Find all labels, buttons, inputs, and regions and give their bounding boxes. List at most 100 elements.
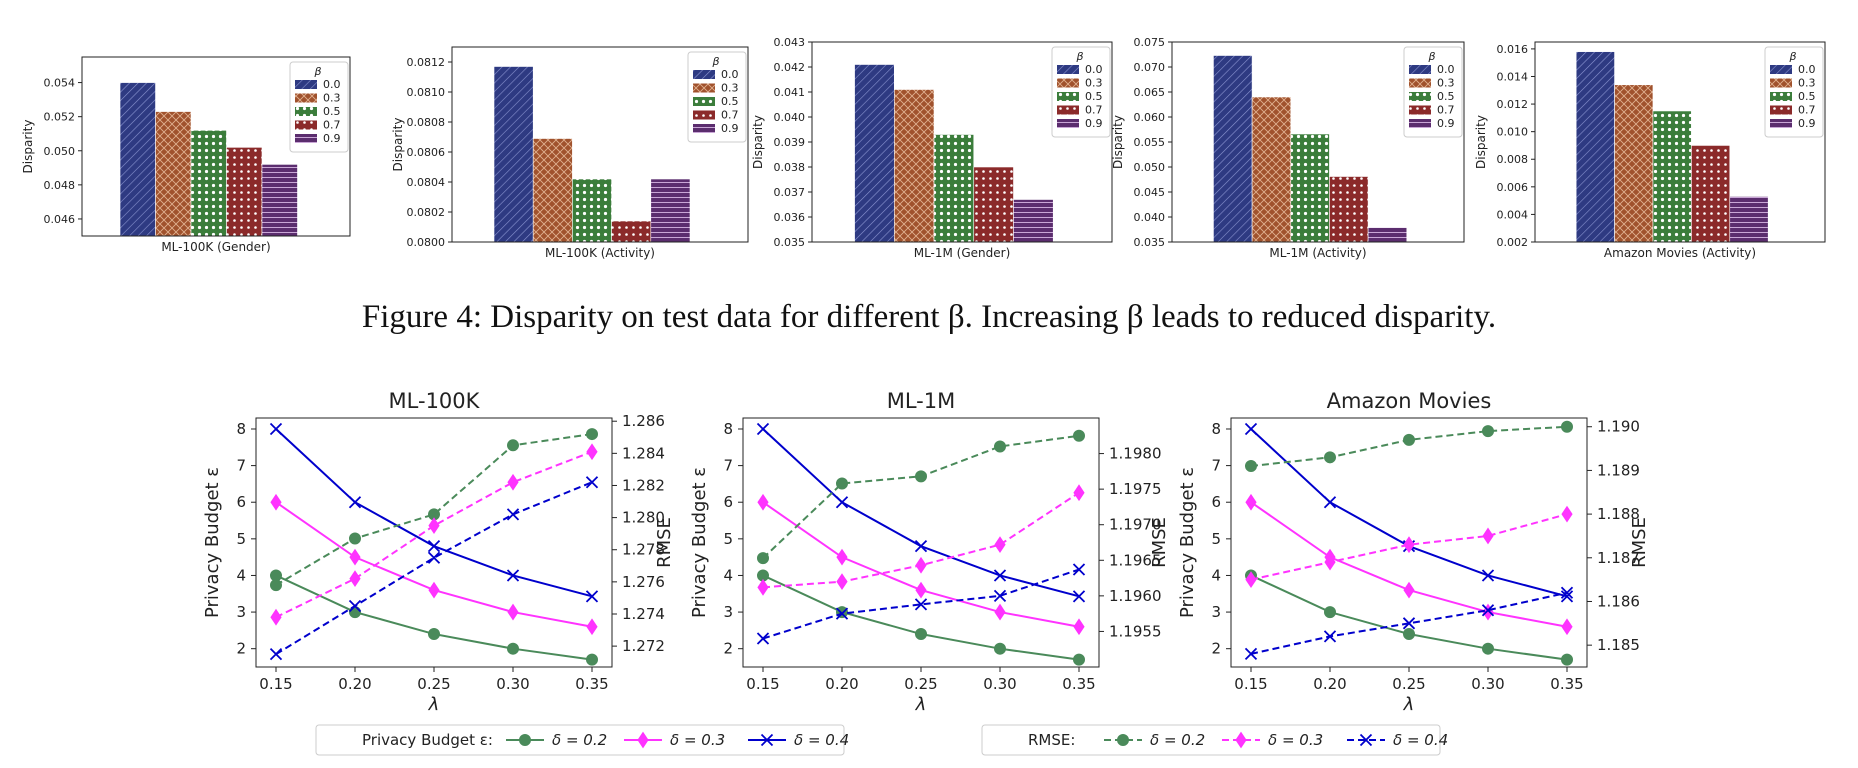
y-tick-label: 0.070 (1134, 61, 1166, 74)
legend-label: 0.5 (1798, 90, 1816, 103)
data-point (1324, 553, 1336, 571)
data-point (1402, 617, 1416, 630)
data-point (507, 473, 519, 491)
series-privacy-delta-0.4 (1244, 422, 1574, 603)
bar-beta-0.9 (1367, 227, 1408, 243)
legend-label: δ = 0.4 (794, 731, 849, 749)
legend-title: β (313, 65, 321, 78)
legend-marker (1117, 734, 1129, 746)
series-rmse-delta-0.4 (756, 563, 1086, 645)
data-point (1561, 653, 1573, 666)
y2-axis-label: RMSE (1149, 517, 1170, 568)
bar-chart-3: 0.035 0.036 0.037 0.038 0.039 0.040 0.041 0.042… (751, 36, 1113, 260)
data-point (756, 422, 770, 436)
y-tick-label: 0.050 (1134, 161, 1166, 174)
data-point (1403, 433, 1415, 446)
y-axis-label: Disparity (21, 120, 35, 174)
y-tick-label: 6 (236, 493, 246, 511)
legend-label: 0.5 (1085, 90, 1103, 103)
legend-label: 0.3 (323, 92, 341, 105)
y-tick-label: 0.012 (1497, 98, 1529, 111)
data-point (757, 493, 769, 511)
y-tick-label: 0.008 (1497, 153, 1529, 166)
y-axis-label: Disparity (391, 118, 405, 172)
data-point (1245, 571, 1257, 589)
bar-beta-0.7 (1691, 145, 1731, 243)
data-point (1561, 618, 1573, 636)
y2-tick-label: 1.185 (1597, 636, 1640, 654)
legend-swatch (295, 120, 317, 130)
data-point (349, 570, 361, 588)
bar-beta-0.0 (854, 64, 895, 243)
legend-label: 0.5 (1437, 90, 1455, 103)
series-line (275, 450, 593, 619)
data-point (993, 569, 1007, 582)
y2-tick-label: 1.1960 (1109, 587, 1162, 605)
y2-tick-label: 1.274 (622, 605, 665, 623)
y2-tick-label: 1.190 (1597, 418, 1640, 436)
series-rmse-delta-0.2 (270, 428, 598, 592)
legend-label: 0.9 (1798, 117, 1816, 130)
x-tick-label: 0.15 (746, 675, 779, 693)
data-point (915, 556, 927, 574)
data-point (915, 470, 927, 483)
y-axis-label: Privacy Budget ε (1177, 467, 1198, 618)
y2-tick-label: 1.280 (622, 509, 665, 527)
y-tick-label: 0.040 (1134, 211, 1166, 224)
legend-swatch (693, 83, 715, 93)
series-line (275, 433, 593, 586)
data-point (506, 569, 520, 582)
legend-swatch (295, 134, 317, 143)
y-tick-label: 0.048 (44, 179, 76, 192)
bar-beta-0.7 (226, 147, 263, 237)
y2-tick-label: 1.1970 (1109, 516, 1162, 534)
y-tick-label: 0.0800 (407, 236, 446, 249)
legend-swatch (295, 107, 317, 116)
y-tick-label: 0.004 (1497, 208, 1529, 221)
data-point (1560, 586, 1574, 599)
x-axis-label: Amazon Movies (Activity) (1604, 246, 1756, 260)
data-point (1323, 630, 1337, 643)
y2-tick-label: 1.286 (622, 412, 665, 430)
legend-label: 0.7 (1085, 104, 1103, 117)
legend-swatch (1770, 105, 1792, 115)
legend-label: δ = 0.2 (1150, 731, 1205, 749)
legend-label: δ = 0.4 (1393, 731, 1448, 749)
y2-tick-label: 1.276 (622, 573, 665, 591)
legend-swatch (1770, 92, 1792, 101)
legend-swatch (1409, 78, 1431, 88)
y-tick-label: 6 (723, 493, 733, 511)
x-axis-label: λ (428, 694, 440, 715)
bar-chart-1: 0.046 0.048 0.050 0.052 0.054 Disparity ML-100… (21, 56, 351, 254)
y-tick-label: 0.055 (1134, 136, 1166, 149)
data-point (836, 573, 848, 591)
legend-label: δ = 0.3 (1268, 731, 1323, 749)
series-privacy-delta-0.3 (1245, 493, 1573, 636)
x-tick-label: 0.15 (259, 675, 292, 693)
legend-swatch (1409, 119, 1431, 128)
y-tick-label: 0.041 (774, 86, 806, 99)
legend-marker (519, 734, 531, 746)
data-point (914, 598, 928, 611)
y2-tick-label: 1.188 (1597, 505, 1640, 523)
data-point (586, 443, 598, 461)
legend-label: δ = 0.3 (670, 731, 725, 749)
bar-beta-0.5 (933, 134, 975, 243)
x-tick-label: 0.25 (904, 675, 937, 693)
series-line (1250, 425, 1568, 468)
series-rmse-delta-0.4 (1244, 586, 1574, 661)
data-point (269, 648, 283, 661)
y-tick-label: 0.060 (1134, 111, 1166, 124)
x-tick-label: 0.35 (1062, 675, 1095, 693)
y-tick-label: 0.052 (44, 111, 76, 124)
data-point (835, 607, 849, 620)
chart-title: ML-1M (887, 389, 956, 413)
y-tick-label: 0.042 (774, 61, 806, 74)
legend-title: β (1075, 50, 1083, 63)
legend-label: 0.9 (721, 122, 739, 135)
data-point (586, 428, 598, 441)
legend-swatch (1770, 65, 1792, 74)
data-point (1324, 606, 1336, 619)
legend-swatch (1409, 65, 1431, 74)
